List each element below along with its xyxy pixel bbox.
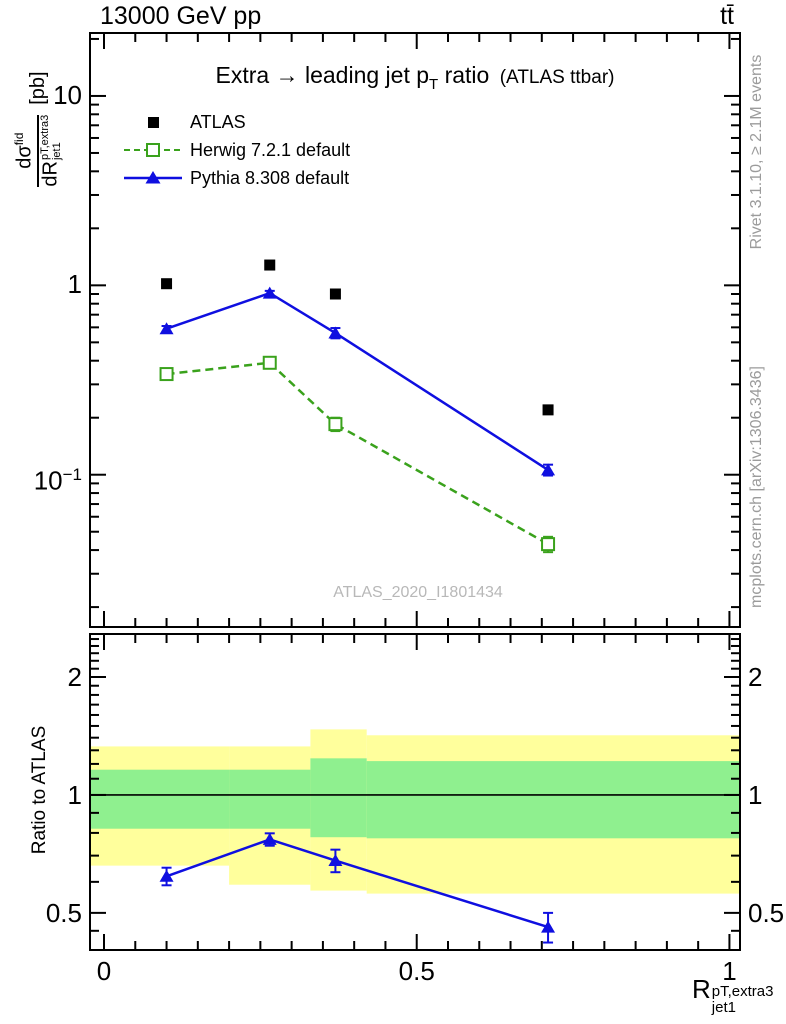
dashed-line-open-square-icon xyxy=(124,143,182,157)
process-label: tt̄ xyxy=(720,2,734,30)
ratio-y-tick-label: 1 xyxy=(67,779,82,810)
legend: ATLAS Herwig 7.2.1 default Pythia 8.308 … xyxy=(122,108,350,192)
x-tick-label: 0.5 xyxy=(398,956,435,986)
filled-square-icon xyxy=(148,117,159,128)
x-tick-label: 1 xyxy=(722,956,737,986)
legend-item-herwig: Herwig 7.2.1 default xyxy=(122,136,350,164)
y-axis-label: dσfid dR pT,extra3 jet1 [pb] xyxy=(9,24,67,234)
differential-cross-section-fraction: dσfid dR pT,extra3 jet1 xyxy=(12,114,63,187)
x-tick-label: 0 xyxy=(96,956,112,986)
legend-label-atlas: ATLAS xyxy=(190,111,246,132)
main-y-tick-label: 10 xyxy=(53,79,82,110)
ratio-y-tick-label-right: 2 xyxy=(748,661,763,692)
beam-energy-label: 13000 GeV pp xyxy=(100,2,262,30)
legend-label-pythia: Pythia 8.308 default xyxy=(190,167,350,188)
analysis-id-watermark: ATLAS_2020_I1801434 xyxy=(333,584,503,601)
plot-title-note: (ATLAS ttbar) xyxy=(499,67,615,88)
plot-title-rest: ratio xyxy=(438,62,490,88)
ratio-y-tick-label: 0.5 xyxy=(45,897,82,928)
ratio-y-tick-label-right: 1 xyxy=(748,779,763,810)
main-y-tick-label: 1 xyxy=(67,269,82,300)
plot-title: Extra → leading jet pT ratio (ATLAS ttba… xyxy=(90,62,740,93)
solid-line-triangle-icon xyxy=(124,171,182,184)
plot-title-subscript: T xyxy=(429,76,439,93)
plot-title-text: Extra → leading jet p xyxy=(215,62,430,88)
ratio-y-tick-label-right: 0.5 xyxy=(748,897,785,928)
legend-label-herwig: Herwig 7.2.1 default xyxy=(190,139,351,160)
legend-item-atlas: ATLAS xyxy=(122,108,350,136)
main-y-tick-label: 10−1 xyxy=(33,464,82,496)
ratio-y-tick-label: 2 xyxy=(67,661,82,692)
mcplots-arxiv-note: mcplots.cern.ch [arXiv:1306.3436] xyxy=(748,366,765,608)
rivet-version-note: Rivet 3.1.10, ≥ 2.1M events xyxy=(748,54,765,250)
legend-item-pythia: Pythia 8.308 default xyxy=(122,164,350,192)
